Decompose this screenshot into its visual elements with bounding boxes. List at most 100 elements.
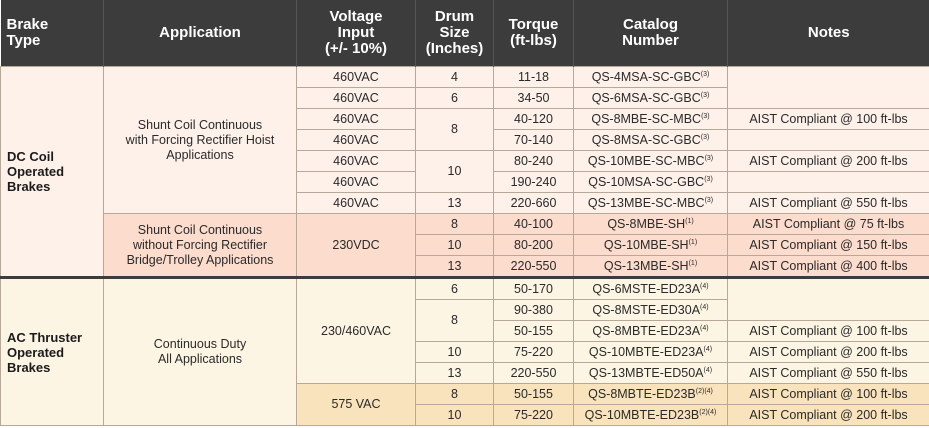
catalog-number: QS-13MBTE-ED50A — [588, 365, 704, 380]
catalog-cell: QS-6MSA-SC-GBC(3) — [573, 87, 728, 109]
catalog-number: QS-10MBTE-ED23B — [584, 407, 700, 422]
ac-application: Continuous Duty All Applications — [103, 276, 297, 426]
dc-app2-line2: without Forcing Rectifier — [132, 237, 268, 252]
torque-cell: 220-550 — [493, 255, 574, 278]
footnote-ref: (3) — [700, 91, 710, 99]
catalog-number: QS-4MSA-SC-GBC — [591, 69, 701, 84]
torque-cell: 80-240 — [493, 150, 574, 172]
drum-cell: 8 — [415, 108, 494, 151]
dc-type-line2: Operated — [7, 164, 65, 179]
catalog-number: QS-8MBTE-ED23B — [588, 386, 696, 401]
header-catalog-line1: Catalog — [622, 16, 678, 33]
notes-cell: AIST Compliant @ 200 ft-lbs — [727, 341, 929, 363]
catalog-number: QS-8MSA-SC-GBC — [591, 132, 701, 147]
footnote-ref: (3) — [701, 112, 710, 120]
torque-cell: 80-200 — [493, 234, 574, 256]
drum-cell: 8 — [415, 213, 494, 235]
footnote-ref: (3) — [704, 175, 713, 183]
voltage-cell: 460VAC — [296, 129, 416, 151]
drum-cell: 13 — [415, 192, 494, 214]
catalog-number: QS-8MBE-SH — [607, 216, 686, 231]
header-drum-line2: Size — [439, 24, 470, 41]
notes-cell — [727, 276, 929, 321]
voltage-cell: 460VAC — [296, 150, 416, 172]
header-voltage-line2: Input — [337, 24, 375, 41]
torque-cell: 40-120 — [493, 108, 574, 130]
catalog-cell: QS-10MBTE-ED23A(4) — [573, 341, 728, 363]
footnote-ref: (3) — [704, 154, 714, 162]
header-torque: Torque (ft-lbs) — [493, 0, 574, 67]
footnote-ref: (3) — [700, 70, 710, 78]
table-row: 10 80-200 QS-10MBE-SH(1) AIST Compliant … — [1, 234, 929, 256]
torque-cell: 220-660 — [493, 192, 574, 214]
drum-cell: 10 — [415, 234, 494, 256]
table-row: 575 VAC 8 50-155 QS-8MBTE-ED23B(2)(4) AI… — [1, 383, 929, 426]
footnote-ref: (4) — [700, 282, 709, 290]
dc-type-line3: Brakes — [7, 179, 51, 194]
notes-cell: AIST Compliant @ 200 ft-lbs — [727, 150, 929, 172]
drum-cell: 10 — [415, 404, 494, 426]
notes-cell: AIST Compliant @ 550 ft-lbs — [727, 362, 929, 384]
notes-cell — [727, 129, 929, 151]
catalog-number: QS-10MSA-SC-GBC — [588, 174, 705, 189]
header-catalog-line2: Number — [622, 32, 679, 49]
header-drum-line1: Drum — [434, 8, 475, 25]
torque-cell: 50-170 — [493, 276, 574, 300]
table-row: 460VAC 13 220-660 QS-13MBE-SC-MBC(3) AIS… — [1, 192, 929, 214]
catalog-number: QS-10MBE-SH — [603, 237, 689, 252]
drum-cell: 4 — [415, 66, 494, 88]
catalog-cell: QS-4MSA-SC-GBC(3) — [573, 66, 728, 88]
catalog-cell: QS-8MBE-SC-MBC(3) — [573, 108, 728, 130]
voltage-cell: 460VAC — [296, 192, 416, 214]
ac-app-line2: All Applications — [157, 352, 243, 366]
catalog-cell: QS-6MSTE-ED23A(4) — [573, 276, 728, 300]
header-brake-type-line2: Type — [6, 32, 41, 49]
voltage-cell: 230/460VAC — [296, 276, 416, 384]
drum-cell: 8 — [415, 299, 494, 342]
catalog-cell: QS-10MSA-SC-GBC(3) — [573, 171, 728, 193]
dc-type-line1: DC Coil — [7, 149, 54, 164]
torque-cell: 75-220 — [493, 404, 574, 426]
drum-cell: 10 — [415, 341, 494, 363]
header-drum-size: Drum Size (Inches) — [415, 0, 494, 67]
torque-cell: 11-18 — [493, 66, 574, 88]
catalog-number: QS-6MSA-SC-GBC — [591, 90, 701, 105]
table-row: 8 90-380 QS-8MSTE-ED30A(4) — [1, 299, 929, 342]
header-drum-line3: (Inches) — [425, 40, 484, 57]
voltage-cell: 460VAC — [296, 108, 416, 130]
voltage-cell: 460VAC — [296, 66, 416, 88]
notes-cell: AIST Compliant @ 100 ft-lbs — [727, 108, 929, 130]
notes-cell: AIST Compliant @ 100 ft-lbs — [727, 383, 929, 405]
torque-cell: 220-550 — [493, 362, 574, 384]
voltage-cell: 460VAC — [296, 171, 416, 193]
notes-cell: AIST Compliant @ 100 ft-lbs — [727, 320, 929, 342]
dc-application-no-forcing: Shunt Coil Continuous without Forcing Re… — [103, 213, 297, 278]
header-torque-line1: Torque — [508, 16, 559, 33]
table-row: Shunt Coil Continuous without Forcing Re… — [1, 213, 929, 278]
drum-cell: 10 — [415, 150, 494, 193]
torque-cell: 50-155 — [493, 320, 574, 342]
footnote-ref: (3) — [704, 196, 714, 204]
dc-app1-line1: Shunt Coil Continuous — [137, 117, 263, 132]
dc-brake-type-cell: DC Coil Operated Brakes — [0, 66, 104, 278]
header-voltage-line3: (+/- 10%) — [324, 40, 388, 57]
catalog-number: QS-6MSTE-ED23A — [592, 281, 701, 296]
catalog-number: QS-10MBE-SC-MBC — [587, 153, 705, 168]
footnote-ref: (1) — [688, 259, 698, 267]
catalog-number: QS-8MBE-SC-MBC — [591, 111, 702, 126]
catalog-cell: QS-13MBTE-ED50A(4) — [573, 362, 728, 384]
footnote-ref: (2)(4) — [699, 408, 717, 416]
catalog-number: QS-8MSTE-ED30A — [592, 302, 701, 317]
voltage-cell: 230VDC — [296, 213, 416, 278]
footnote-ref: (1) — [688, 238, 698, 246]
header-notes: Notes — [727, 0, 929, 67]
torque-cell: 34-50 — [493, 87, 574, 109]
catalog-cell: QS-10MBTE-ED23B(2)(4) — [573, 404, 728, 426]
drum-cell: 8 — [415, 383, 494, 405]
footnote-ref: (4) — [703, 345, 713, 353]
torque-cell: 90-380 — [493, 299, 574, 321]
notes-cell: AIST Compliant @ 200 ft-lbs — [727, 404, 929, 426]
drum-cell: 13 — [415, 362, 494, 384]
header-voltage-line1: Voltage — [329, 8, 383, 25]
